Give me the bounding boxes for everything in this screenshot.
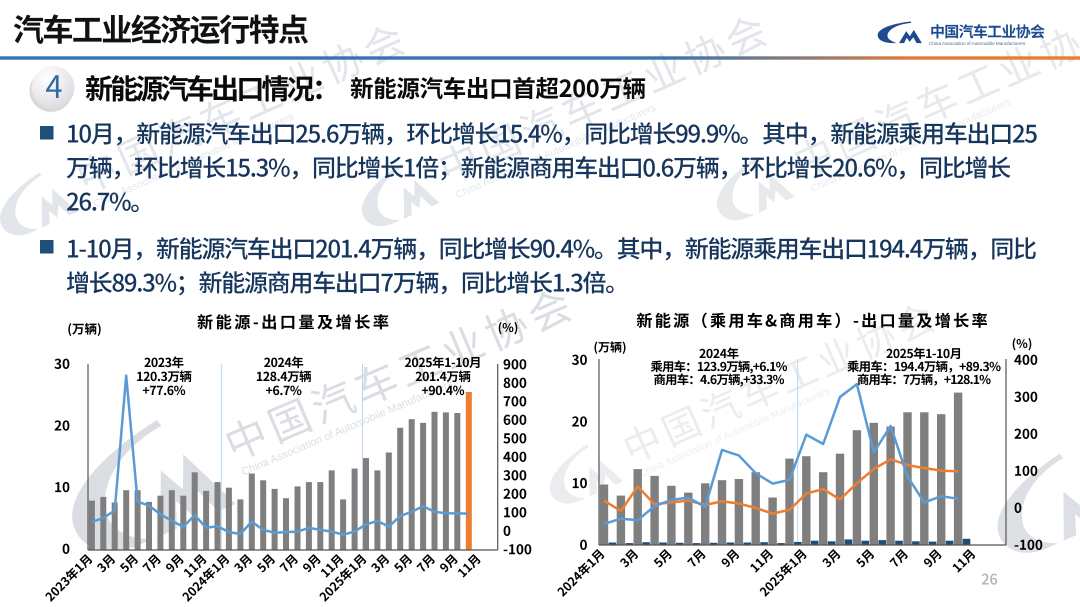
svg-text:China Association of Automobil: China Association of Automobile Manufact… [929, 41, 1026, 46]
svg-text:China Association of Automobil: China Association of Automobile Manufact… [809, 97, 1012, 196]
svg-text:China Association of Automobil: China Association of Automobile Manufact… [454, 103, 657, 202]
